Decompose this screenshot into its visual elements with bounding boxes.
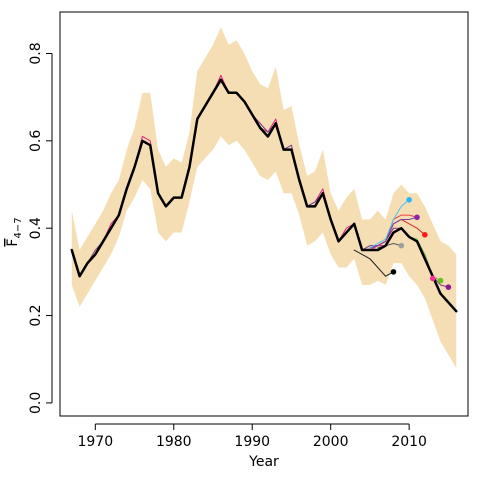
x-tick-label-2010: 2010	[391, 434, 427, 450]
endpoint-marker-2009	[398, 242, 405, 249]
x-tick-label-1980: 1980	[156, 434, 192, 450]
series-line-retro-5	[369, 216, 418, 249]
y-axis: 0.0 0.2 0.4 0.6 0.8	[28, 42, 53, 414]
x-axis-title: Year	[248, 454, 279, 470]
y-tick-label-0-8: 0.8	[28, 42, 44, 64]
endpoint-marker-2011	[414, 214, 420, 221]
y-tick-label-0-6: 0.6	[28, 130, 44, 152]
endpoint-marker-2015	[445, 284, 452, 290]
y-axis-title: F4−7	[5, 217, 24, 246]
endpoint-marker-2013	[429, 275, 436, 282]
series-line-retro-9	[353, 249, 394, 277]
series-line-retro-6	[369, 199, 410, 249]
x-tick-label-1970: 1970	[77, 434, 113, 450]
plot-area	[70, 27, 458, 368]
confidence-band	[71, 27, 457, 368]
y-axis-title-main: F	[5, 239, 21, 247]
x-tick-label-2000: 2000	[313, 434, 349, 450]
series-line-main	[70, 78, 458, 313]
x-tick-label-1990: 1990	[234, 434, 270, 450]
endpoint-marker-2012	[422, 231, 428, 238]
y-axis-title-subscript: 4−7	[13, 217, 24, 238]
x-axis: 1970 1980 1990 2000 2010	[77, 423, 427, 450]
endpoint-marker-2014	[437, 277, 444, 284]
y-tick-label-0-2: 0.2	[28, 304, 44, 326]
plot-frame	[59, 11, 469, 417]
y-tick-label-0: 0.0	[28, 392, 44, 414]
endpoint-marker-2008	[390, 269, 397, 275]
svg-text:F4−7: F4−7	[5, 217, 24, 246]
y-tick-label-0-4: 0.4	[28, 217, 44, 239]
endpoint-marker-2010	[406, 197, 412, 203]
